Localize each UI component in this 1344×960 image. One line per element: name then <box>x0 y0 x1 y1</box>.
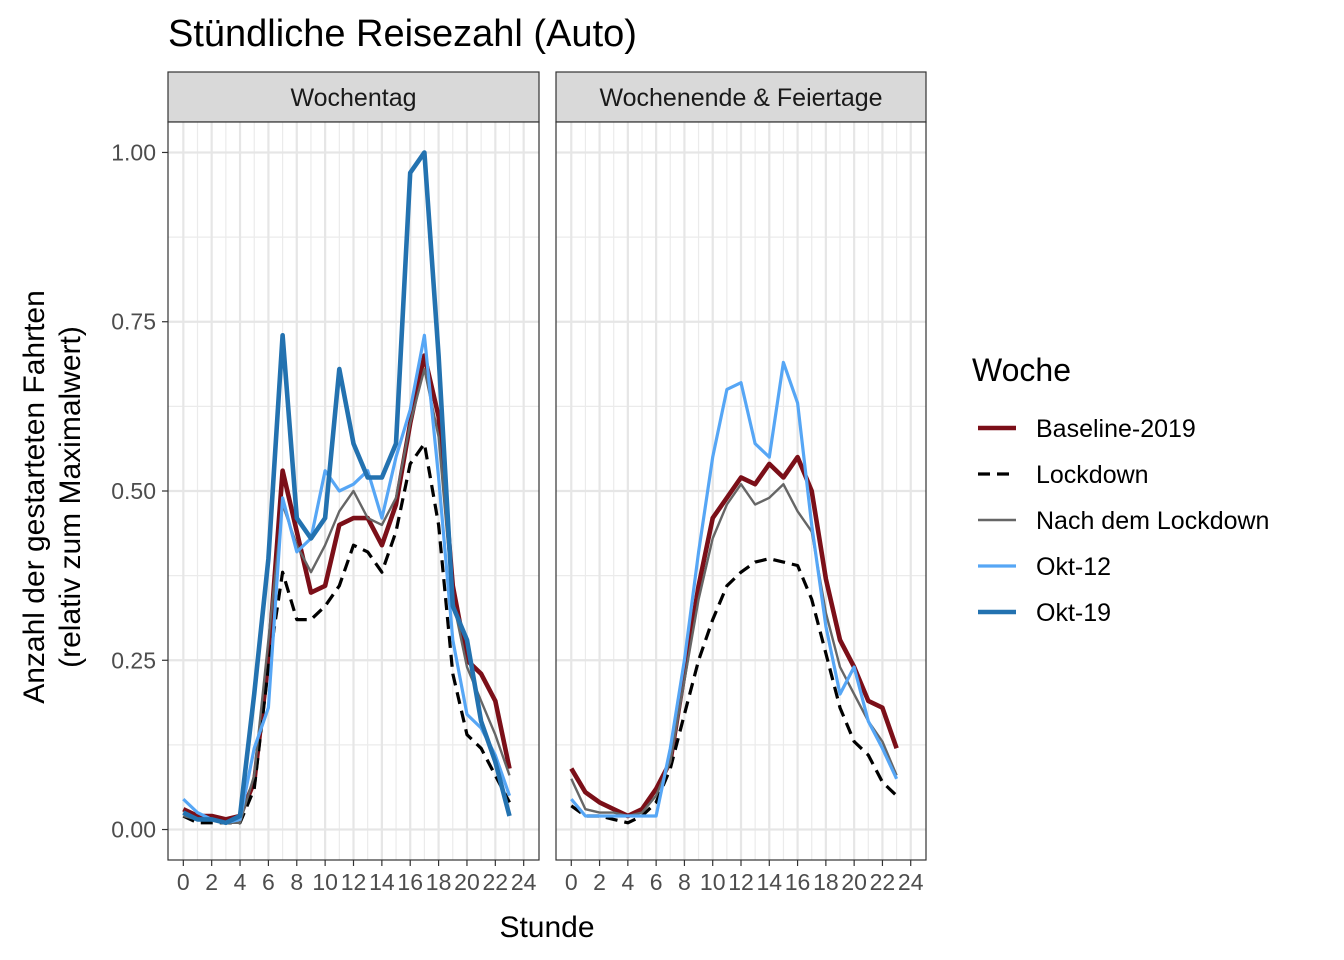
facet-label-wochenende: Wochenende & Feiertage <box>599 84 882 112</box>
x-tick-label: 14 <box>756 869 782 895</box>
x-axis-wochenende: 0 2 4 6 8 10 12 14 16 18 20 22 24 <box>565 860 924 895</box>
x-tick-label: 24 <box>898 869 924 895</box>
x-tick-label: 24 <box>511 869 537 895</box>
legend-label-baseline-2019: Baseline-2019 <box>1036 415 1196 443</box>
x-tick-label: 0 <box>177 869 190 895</box>
series-line-okt-12 <box>182 333 512 825</box>
x-tick-label: 18 <box>426 869 452 895</box>
x-axis-wochentag: 0 2 4 6 8 10 12 14 16 18 20 22 24 <box>177 860 537 895</box>
x-tick-label: 0 <box>565 869 578 895</box>
legend-item-nach-dem-lockdown: Nach dem Lockdown <box>978 507 1269 535</box>
legend-item-okt-19: Okt-19 <box>978 599 1111 627</box>
x-tick-label: 12 <box>728 869 754 895</box>
legend-label-okt-12: Okt-12 <box>1036 553 1111 581</box>
x-tick-label: 20 <box>841 869 867 895</box>
x-tick-label: 18 <box>813 869 839 895</box>
x-tick-label: 22 <box>870 869 896 895</box>
legend-label-nach-dem-lockdown: Nach dem Lockdown <box>1036 507 1269 535</box>
series-lines-wochenende <box>569 360 899 825</box>
facet-strip-wochentag <box>167 71 540 123</box>
facet-wochenende: Wochenende & Feiertage 0 2 4 6 8 10 12 14 16 18 20… <box>555 71 927 895</box>
x-tick-label: 16 <box>785 869 811 895</box>
facet-label-wochentag: Wochentag <box>290 84 416 112</box>
y-axis: 0.00 0.25 0.50 0.75 1.00 <box>111 139 168 843</box>
x-tick-label: 10 <box>312 869 338 895</box>
legend-title: Woche <box>972 352 1071 388</box>
legend-label-okt-19: Okt-19 <box>1036 599 1111 627</box>
series-line-okt-19 <box>182 150 512 826</box>
x-tick-label: 6 <box>262 869 275 895</box>
legend-items: Baseline-2019 Lockdown Nach dem Lockdown Ok… <box>978 415 1269 627</box>
series-lines-wochentag <box>182 150 512 826</box>
x-tick-label: 4 <box>234 869 247 895</box>
x-tick-label: 6 <box>650 869 663 895</box>
x-tick-label: 8 <box>678 869 691 895</box>
x-tick-label: 20 <box>454 869 480 895</box>
chart-title: Stündliche Reisezahl (Auto) <box>168 13 637 55</box>
legend-label-lockdown: Lockdown <box>1036 461 1149 489</box>
x-tick-label: 22 <box>483 869 509 895</box>
y-axis-title: Anzahl der gestarteten Fahrten (relativ … <box>18 290 87 704</box>
facet-wochentag: Wochentag 0 2 4 6 8 10 12 14 16 18 20 22 24 <box>167 71 540 895</box>
y-axis-title-line-2: (relativ zum Maximalwert) <box>54 326 87 668</box>
grid-wochenende <box>556 122 926 860</box>
legend-item-baseline-2019: Baseline-2019 <box>978 415 1196 443</box>
legend-item-lockdown: Lockdown <box>978 461 1149 489</box>
facet-strip-wochenende <box>555 71 927 123</box>
x-axis-title: Stunde <box>499 911 594 944</box>
series-line-okt-12 <box>570 360 899 818</box>
series-line-lockdown <box>570 557 898 825</box>
y-tick-label: 1.00 <box>111 139 156 165</box>
y-tick-label: 0.00 <box>111 817 156 843</box>
y-tick-label: 0.25 <box>111 647 156 673</box>
series-line-lockdown <box>182 442 511 825</box>
x-tick-label: 12 <box>341 869 367 895</box>
x-tick-label: 8 <box>290 869 303 895</box>
x-tick-label: 2 <box>205 869 218 895</box>
y-tick-label: 0.75 <box>111 309 156 335</box>
y-tick-label: 0.50 <box>111 478 156 504</box>
legend-item-okt-12: Okt-12 <box>978 553 1111 581</box>
y-axis-title-line-1: Anzahl der gestarteten Fahrten <box>18 290 51 704</box>
x-tick-label: 16 <box>397 869 423 895</box>
x-tick-label: 14 <box>369 869 395 895</box>
legend: Woche Baseline-2019 Lockdown Nach dem Lock… <box>972 352 1269 627</box>
x-tick-label: 10 <box>700 869 726 895</box>
x-tick-label: 2 <box>593 869 606 895</box>
x-tick-label: 4 <box>621 869 634 895</box>
